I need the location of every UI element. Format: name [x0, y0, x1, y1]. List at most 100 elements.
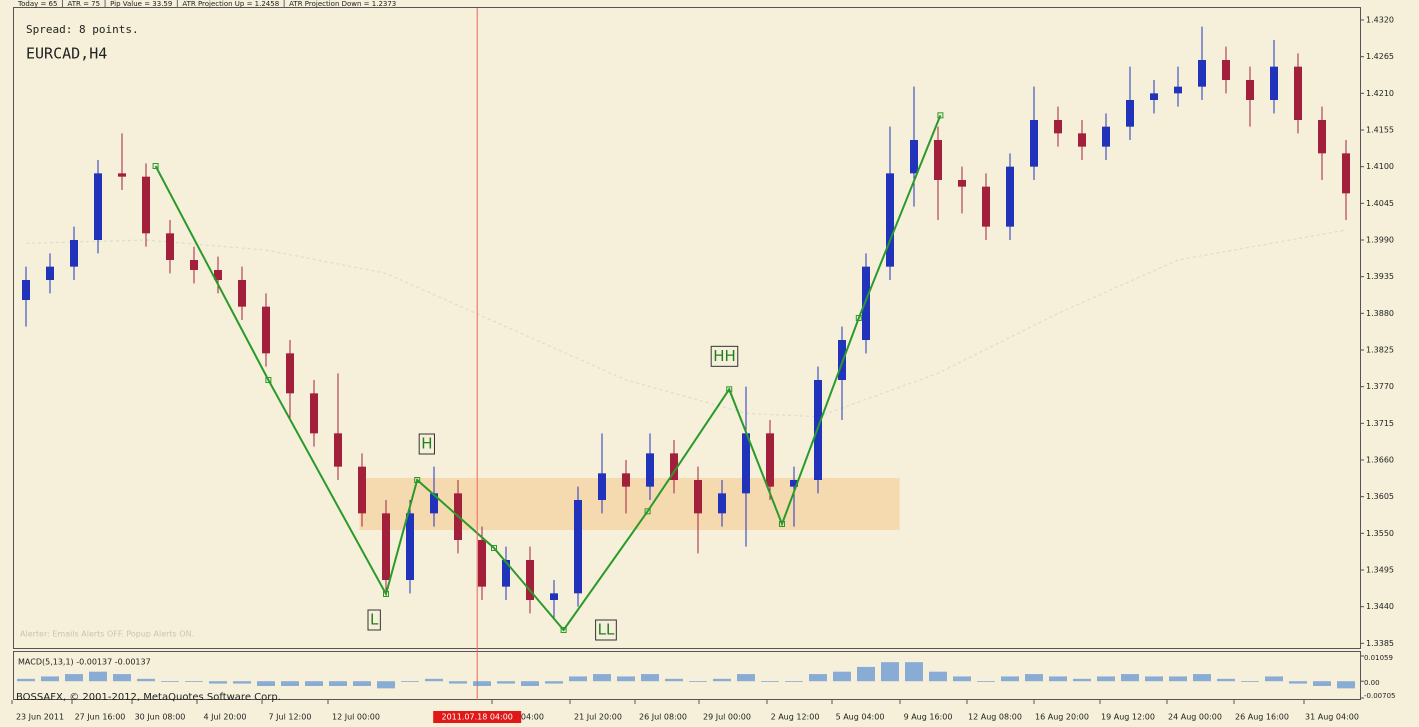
macd-bar — [89, 671, 107, 682]
macd-bar — [593, 674, 611, 682]
macd-bar — [377, 681, 395, 689]
macd-bar — [401, 681, 419, 683]
candle-body — [478, 540, 486, 587]
macd-bar — [785, 681, 803, 683]
x-tick-label: 21 Jul 20:00 — [574, 713, 622, 722]
candle-body — [670, 453, 678, 480]
macd-bar — [161, 681, 179, 683]
candle-body — [742, 433, 750, 494]
candle-body — [1198, 60, 1206, 87]
candle-body — [334, 433, 342, 467]
macd-bar — [113, 674, 131, 682]
candle-body — [910, 140, 918, 174]
macd-bar — [1241, 681, 1259, 683]
x-tick-label: 26 Jul 08:00 — [639, 713, 687, 722]
macd-bar — [857, 666, 875, 682]
cursor-label: 2011.07.18 04:00 — [441, 713, 512, 722]
symbol: EURCAD,H4 — [26, 45, 107, 63]
candle-body — [1342, 153, 1350, 194]
macd-bar — [1145, 676, 1163, 682]
macd-bar — [1313, 681, 1331, 686]
y-tick-label: 1.3385 — [1366, 639, 1394, 648]
x-tick-label: 12 Aug 08:00 — [968, 713, 1022, 722]
macd-bar — [809, 674, 827, 682]
candle-body — [790, 480, 798, 487]
candle-body — [1270, 66, 1278, 100]
macd-bar — [833, 671, 851, 682]
candle-body — [1126, 100, 1134, 127]
x-tick-label: 31 Aug 04:00 — [1305, 713, 1359, 722]
zigzag-point — [383, 591, 389, 597]
macd-bar — [737, 674, 755, 682]
candle-body — [70, 240, 78, 267]
x-tick-label: 7 Jul 12:00 — [269, 713, 312, 722]
candle-body — [358, 466, 366, 514]
header-item: ATR Projection Up = 1.2458 — [182, 0, 279, 8]
pivot-label: H — [421, 435, 432, 453]
candle-body — [718, 493, 726, 514]
candle-body — [382, 513, 390, 580]
candle-body — [22, 280, 30, 300]
moving-average — [25, 229, 1347, 418]
macd-bar — [713, 678, 731, 682]
y-tick-label: 1.4320 — [1366, 16, 1394, 25]
candle-body — [958, 180, 966, 187]
macd-bar — [1001, 676, 1019, 682]
y-tick-label: 1.3660 — [1366, 456, 1394, 465]
y-tick-label: 1.4100 — [1366, 162, 1394, 171]
candle-body — [598, 473, 606, 500]
candle-body — [238, 280, 246, 307]
pivot-label: HH — [713, 347, 736, 365]
alerter: Alerter: Emails Alerts OFF. Popup Alerts… — [20, 630, 194, 639]
cursor-label-bg — [433, 711, 522, 723]
macd-tick-label: 0.01059 — [1364, 654, 1393, 662]
candle-body — [526, 560, 534, 600]
y-tick-label: 1.3715 — [1366, 419, 1394, 428]
macd-bar — [257, 681, 275, 686]
pivot-box — [710, 345, 739, 367]
candle-body — [286, 353, 294, 394]
header: Today = 65 ATR = 75 Pip Value = 33.59 ATR P… — [17, 0, 396, 8]
macd-bar — [521, 681, 539, 686]
zigzag-point — [937, 112, 944, 119]
x-tick-label: 23 Jun 2011 — [16, 713, 64, 722]
spread: Spread: 8 points. — [26, 23, 139, 36]
candle-body — [118, 173, 126, 177]
x-tick-label: 16 Aug 20:00 — [1035, 713, 1089, 722]
y-tick-label: 1.3770 — [1366, 382, 1394, 391]
macd-bar — [353, 681, 371, 686]
macd-bar — [1337, 681, 1355, 689]
candle-body — [1054, 120, 1062, 134]
y-tick-label: 1.3495 — [1366, 566, 1394, 575]
header-item: Today = 65 — [17, 0, 57, 8]
zigzag-point — [152, 163, 159, 169]
zigzag-point — [726, 386, 733, 393]
y-tick-label: 1.4210 — [1366, 89, 1394, 98]
candle-body — [310, 393, 318, 434]
candle-body — [262, 306, 270, 354]
macd-bar — [1265, 676, 1283, 682]
zigzag-point — [560, 627, 567, 633]
y-tick-label: 1.3990 — [1366, 236, 1394, 245]
y-tick-label: 1.3550 — [1366, 529, 1394, 538]
macd-bar — [953, 676, 971, 682]
zigzag-point — [491, 545, 497, 551]
candle-body — [1318, 120, 1326, 154]
candle-body — [502, 560, 510, 587]
x-tick-label: 30 Jun 08:00 — [135, 713, 186, 722]
macd-bar — [1049, 676, 1067, 682]
y-tick-label: 1.4045 — [1366, 199, 1394, 208]
macd-bar — [17, 678, 35, 682]
macd-tick-label: 0.00 — [1364, 679, 1380, 687]
candle-body — [838, 340, 846, 380]
candle-body — [1246, 80, 1254, 100]
zigzag-point — [265, 377, 272, 383]
candle-body — [214, 270, 222, 280]
candle-body — [694, 480, 702, 514]
zigzag-point — [414, 477, 421, 483]
candle-body — [190, 260, 198, 270]
macd-bar — [233, 681, 251, 684]
macd-bar — [41, 676, 59, 682]
macd-bar — [665, 678, 683, 682]
